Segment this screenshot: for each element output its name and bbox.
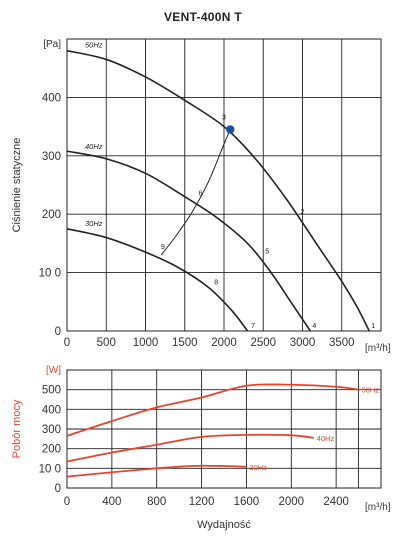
x-tick-label: 1600: [234, 496, 260, 508]
point-label: 1: [371, 323, 375, 330]
point-label: 2: [301, 209, 305, 216]
y-tick-label: 200: [42, 209, 61, 221]
y-tick-label: 400: [42, 404, 61, 416]
y-axis-label: Ciśnienie statyczne: [11, 138, 23, 233]
point-label: 7: [251, 323, 255, 330]
x-unit-label: [m³/h]: [365, 502, 391, 513]
y-tick-label: 300: [42, 151, 61, 163]
y-tick-label: 200: [42, 444, 61, 456]
y-tick-label: 500: [42, 385, 61, 397]
series-label-30hz: 30Hz: [85, 219, 103, 228]
series-label-40hz: 40Hz: [85, 142, 103, 151]
x-tick-label: 800: [147, 496, 166, 508]
y-tick-label: 10 0: [39, 463, 61, 475]
point-label: 3: [222, 115, 226, 122]
x-tick-label: 2500: [250, 337, 276, 349]
x-axis-label: Wydajność: [197, 519, 251, 531]
y-tick-label: 0: [55, 483, 61, 495]
y-tick-label: 400: [42, 92, 61, 104]
pressure-curve-40hz: [66, 150, 312, 332]
y-axis-label: Pobór mocy: [11, 399, 23, 458]
series-label-40hz: 40Hz: [317, 434, 335, 443]
plot-frame: [66, 369, 382, 489]
chart-title: VENT-400N T: [164, 10, 242, 24]
operating-point-marker: [226, 125, 235, 134]
pressure-curve-50hz: [66, 49, 370, 332]
x-tick-label: 2000: [278, 496, 304, 508]
power-curve-40hz: [66, 433, 314, 463]
power-chart: 0 400 800 1200 1600 2000 2400 0 10 0 200 300 400 500…: [11, 365, 391, 531]
x-tick-label: 1200: [189, 496, 215, 508]
plot-frame: [66, 38, 382, 332]
x-tick-label: 2400: [323, 496, 349, 508]
x-tick-label: 3000: [290, 337, 316, 349]
x-unit-label: [m³/h]: [365, 343, 391, 354]
point-label: 6: [198, 191, 202, 198]
point-label: 8: [214, 279, 218, 286]
x-tick-label: 1500: [172, 337, 198, 349]
x-tick-label: 500: [97, 337, 116, 349]
pressure-curve-30hz: [66, 228, 249, 332]
point-label: 5: [265, 248, 269, 255]
y-tick-label: 0: [55, 326, 61, 338]
x-tick-label: 0: [64, 337, 70, 349]
series-label-50hz: 50Hz: [362, 386, 380, 395]
system-curve: [160, 129, 231, 256]
power-curve-50hz: [66, 383, 359, 437]
series-label-50hz: 50Hz: [85, 41, 103, 50]
point-label: 9: [161, 244, 165, 251]
y-unit-label: [Pa]: [43, 39, 61, 50]
x-tick-label: 0: [64, 496, 70, 508]
y-tick-label: 300: [42, 424, 61, 436]
x-tick-label: 3500: [329, 337, 355, 349]
x-tick-label: 1000: [133, 337, 159, 349]
x-tick-label: 2000: [211, 337, 237, 349]
series-label-30hz: 30Hz: [249, 463, 267, 472]
y-tick-label: 10 0: [39, 268, 61, 280]
x-tick-label: 400: [102, 496, 121, 508]
point-label: 4: [312, 323, 316, 330]
power-curve-30hz: [66, 464, 247, 478]
y-unit-label: [W]: [46, 365, 61, 376]
